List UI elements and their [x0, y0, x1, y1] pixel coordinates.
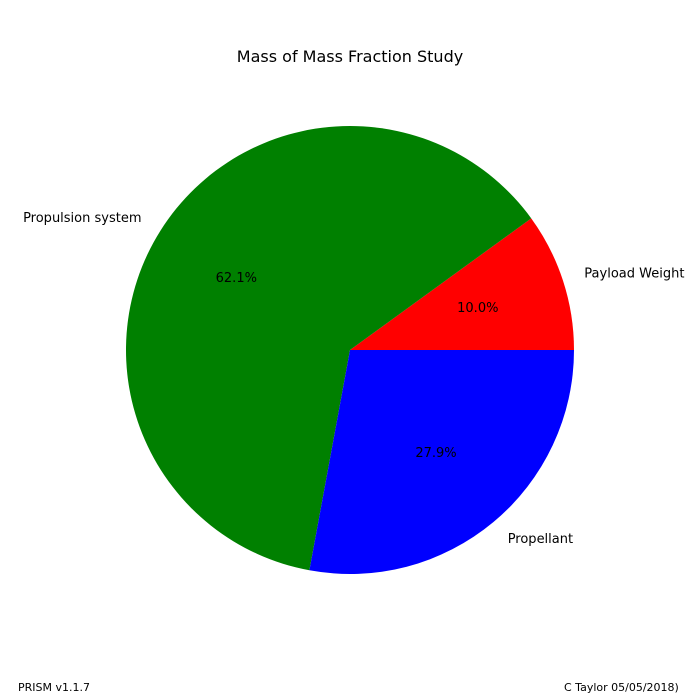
- slice-label-propulsion-system: Propulsion system: [23, 211, 141, 226]
- pie-slice-payload-weight: [350, 218, 574, 350]
- slice-percent-propellant: 27.9%: [415, 446, 456, 461]
- chart-title: Mass of Mass Fraction Study: [237, 47, 463, 66]
- slice-percent-propulsion-system: 62.1%: [216, 271, 257, 286]
- pie-labels: Payload Weight 10.0% Propulsion system 62.1…: [23, 211, 684, 547]
- slice-label-payload-weight: Payload Weight: [584, 266, 684, 281]
- slice-percent-payload-weight: 10.0%: [457, 301, 498, 316]
- slice-label-propellant: Propellant: [508, 532, 573, 547]
- footer-version: PRISM v1.1.7: [18, 681, 90, 694]
- footer-author-date: C Taylor 05/05/2018): [564, 681, 679, 694]
- pie-slice-propellant: [309, 350, 574, 574]
- pie-slices: [125, 125, 574, 574]
- pie-slice-propulsion-system: [125, 125, 532, 571]
